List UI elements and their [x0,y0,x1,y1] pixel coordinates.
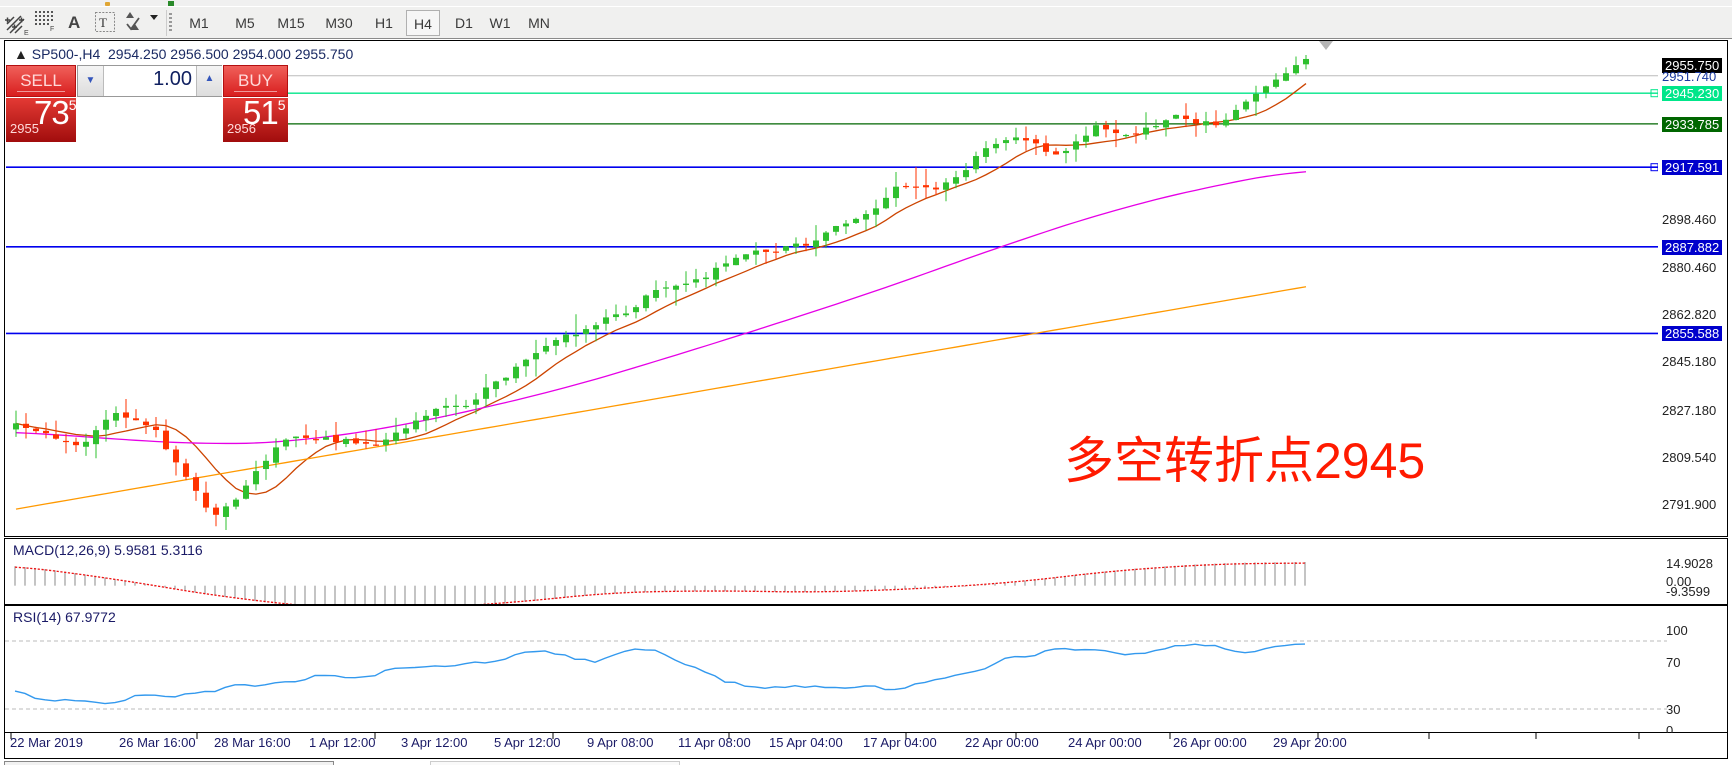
svg-text:T: T [99,15,107,30]
svg-text:E: E [24,30,29,36]
svg-text:F: F [50,26,54,32]
svg-text:多空转折点2945: 多空转折点2945 [1064,433,1425,489]
